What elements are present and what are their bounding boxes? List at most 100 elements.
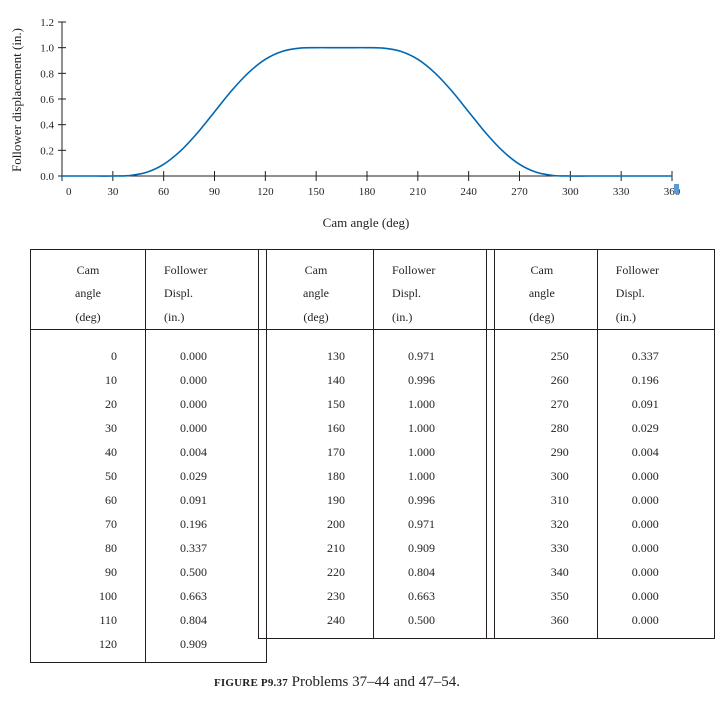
table-row: 150 1.000 xyxy=(258,392,495,416)
table-header-row: Cam Follower xyxy=(30,249,267,281)
displacement-cell: 0.909 xyxy=(145,632,267,663)
table-row: 190 0.996 xyxy=(258,488,495,512)
x-tick-label: 120 xyxy=(257,186,274,198)
col-header-cam-angle: angle xyxy=(30,281,146,305)
x-tick-label: 150 xyxy=(308,186,325,198)
table-row: 70 0.196 xyxy=(30,512,267,536)
displacement-cell: 1.000 xyxy=(373,464,495,488)
cam-angle-cell: 180 xyxy=(258,464,374,488)
x-tick-label: 180 xyxy=(359,186,376,198)
table-header-row: angle Displ. xyxy=(258,281,495,305)
x-tick-label: 60 xyxy=(158,186,170,198)
table-row: 360 0.000 xyxy=(486,608,715,639)
y-axis-label: Follower displacement (in.) xyxy=(9,28,24,172)
caption-text: Problems 37–44 and 47–54. xyxy=(291,674,460,690)
col-header-follower-displ: Follower xyxy=(373,249,495,281)
displacement-chart: 0.0 0.2 0.4 0.6 0.8 1.0 1.2 0 30 60 90 120 150 180 21… xyxy=(9,17,681,230)
table-row: 130 0.971 xyxy=(258,329,495,368)
x-axis-ticks: 0 30 60 90 120 150 180 210 240 270 300 330 360 xyxy=(61,171,681,198)
displacement-cell: 0.909 xyxy=(373,536,495,560)
x-tick-label: 330 xyxy=(613,186,630,198)
table-row: 110 0.804 xyxy=(30,608,267,632)
displacement-cell: 0.000 xyxy=(145,416,267,440)
table-row: 10 0.000 xyxy=(30,368,267,392)
displacement-cell: 0.091 xyxy=(145,488,267,512)
y-tick-label: 0.6 xyxy=(40,94,54,106)
table-header-row: (deg) (in.) xyxy=(258,305,495,330)
col-header-cam-angle: (deg) xyxy=(486,305,598,330)
cam-angle-cell: 240 xyxy=(258,608,374,639)
displacement-cell: 0.000 xyxy=(596,608,715,639)
table-header-row: Cam Follower xyxy=(486,249,715,281)
cam-angle-cell: 210 xyxy=(258,536,374,560)
col-header-follower-displ: Follower xyxy=(145,249,267,281)
displacement-cell: 0.004 xyxy=(596,440,715,464)
displacement-cell: 0.000 xyxy=(145,392,267,416)
cam-angle-cell: 320 xyxy=(486,512,598,536)
table-row: 170 1.000 xyxy=(258,440,495,464)
table-row: 20 0.000 xyxy=(30,392,267,416)
cam-angle-cell: 40 xyxy=(30,440,146,464)
displacement-cell: 0.000 xyxy=(596,584,715,608)
table-header-row: (deg) (in.) xyxy=(486,305,715,330)
table-row: 50 0.029 xyxy=(30,464,267,488)
table-row: 260 0.196 xyxy=(486,368,715,392)
y-tick-label: 0.8 xyxy=(40,68,54,80)
displacement-cell: 0.000 xyxy=(596,512,715,536)
col-header-follower-displ: (in.) xyxy=(145,305,267,330)
cam-angle-cell: 150 xyxy=(258,392,374,416)
table-row: 200 0.971 xyxy=(258,512,495,536)
table-row: 80 0.337 xyxy=(30,536,267,560)
displacement-cell: 0.000 xyxy=(596,464,715,488)
table-row: 140 0.996 xyxy=(258,368,495,392)
table-row: 350 0.000 xyxy=(486,584,715,608)
table-row: 90 0.500 xyxy=(30,560,267,584)
table-row: 210 0.909 xyxy=(258,536,495,560)
displacement-cell: 0.196 xyxy=(596,368,715,392)
col-header-cam-angle: angle xyxy=(486,281,598,305)
col-header-follower-displ: Displ. xyxy=(373,281,495,305)
cam-angle-cell: 250 xyxy=(486,329,598,368)
data-table-1: Cam Follower angle Displ. (deg) (in.) 0 0.000 10… xyxy=(30,249,267,663)
displacement-cell: 0.000 xyxy=(145,329,267,368)
table-row: 180 1.000 xyxy=(258,464,495,488)
displacement-cell: 0.996 xyxy=(373,488,495,512)
data-table-2: Cam Follower angle Displ. (deg) (in.) 130 0.971… xyxy=(258,249,495,639)
col-header-follower-displ: Displ. xyxy=(596,281,715,305)
col-header-follower-displ: (in.) xyxy=(596,305,715,330)
displacement-cell: 0.000 xyxy=(596,488,715,512)
col-header-cam-angle: angle xyxy=(258,281,374,305)
table-row: 120 0.909 xyxy=(30,632,267,663)
cam-angle-cell: 270 xyxy=(486,392,598,416)
table-row: 160 1.000 xyxy=(258,416,495,440)
displacement-cell: 0.500 xyxy=(145,560,267,584)
table-row: 300 0.000 xyxy=(486,464,715,488)
cam-angle-cell: 0 xyxy=(30,329,146,368)
cam-angle-cell: 330 xyxy=(486,536,598,560)
displacement-cell: 0.500 xyxy=(373,608,495,639)
table-row: 280 0.029 xyxy=(486,416,715,440)
displacement-cell: 1.000 xyxy=(373,416,495,440)
cam-angle-cell: 120 xyxy=(30,632,146,663)
displacement-cell: 0.971 xyxy=(373,329,495,368)
x-tick-label: 270 xyxy=(511,186,528,198)
displacement-cell: 0.971 xyxy=(373,512,495,536)
cam-angle-cell: 30 xyxy=(30,416,146,440)
x-tick-label: 0 xyxy=(66,186,72,198)
table-row: 230 0.663 xyxy=(258,584,495,608)
displacement-cell: 0.196 xyxy=(145,512,267,536)
table-header-row: Cam Follower xyxy=(258,249,495,281)
cam-angle-cell: 280 xyxy=(486,416,598,440)
x-tick-label: 210 xyxy=(410,186,427,198)
displacement-cell: 0.029 xyxy=(596,416,715,440)
figure-caption: FIGURE P9.37 Problems 37–44 and 47–54. xyxy=(214,674,460,691)
col-header-cam-angle: (deg) xyxy=(258,305,374,330)
table-row: 40 0.004 xyxy=(30,440,267,464)
cam-angle-cell: 110 xyxy=(30,608,146,632)
table-row: 100 0.663 xyxy=(30,584,267,608)
table-row: 30 0.000 xyxy=(30,416,267,440)
cam-angle-cell: 50 xyxy=(30,464,146,488)
col-header-follower-displ: (in.) xyxy=(373,305,495,330)
displacement-cell: 0.000 xyxy=(596,536,715,560)
cam-angle-cell: 20 xyxy=(30,392,146,416)
